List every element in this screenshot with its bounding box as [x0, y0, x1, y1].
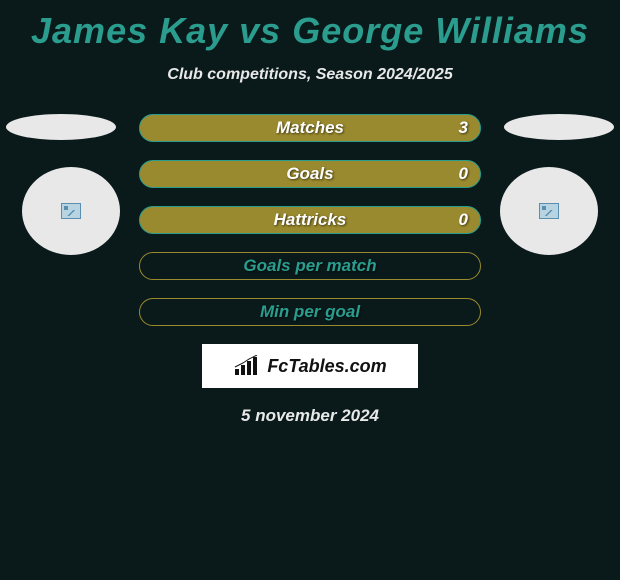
page-title: James Kay vs George Williams	[0, 0, 620, 52]
stat-bar: Min per goal	[139, 298, 481, 326]
broken-image-icon	[61, 203, 81, 219]
player-left-photo	[22, 167, 120, 255]
comparison-area: Matches 3 Goals 0 Hattricks 0 Goals per match M…	[0, 114, 620, 426]
stat-bar: Goals 0	[139, 160, 481, 188]
stat-bar-label: Goals per match	[243, 256, 376, 276]
stat-bar-label: Goals	[286, 164, 333, 184]
player-right-ellipse	[504, 114, 614, 140]
stat-bar-value: 0	[459, 210, 468, 230]
player-right-photo	[500, 167, 598, 255]
stat-bar-value: 3	[459, 118, 468, 138]
player-left-ellipse	[6, 114, 116, 140]
stat-bars: Matches 3 Goals 0 Hattricks 0 Goals per match M…	[139, 114, 481, 326]
stat-bar: Hattricks 0	[139, 206, 481, 234]
stat-bar-label: Matches	[276, 118, 344, 138]
logo-box: FcTables.com	[202, 344, 418, 388]
stat-bar-label: Min per goal	[260, 302, 360, 322]
stat-bar: Goals per match	[139, 252, 481, 280]
stat-bar: Matches 3	[139, 114, 481, 142]
stat-bar-label: Hattricks	[274, 210, 347, 230]
logo-text: FcTables.com	[267, 356, 386, 377]
subtitle: Club competitions, Season 2024/2025	[0, 66, 620, 84]
broken-image-icon	[539, 203, 559, 219]
date-text: 5 november 2024	[0, 406, 620, 426]
stat-bar-value: 0	[459, 164, 468, 184]
bar-chart-icon	[233, 355, 261, 377]
